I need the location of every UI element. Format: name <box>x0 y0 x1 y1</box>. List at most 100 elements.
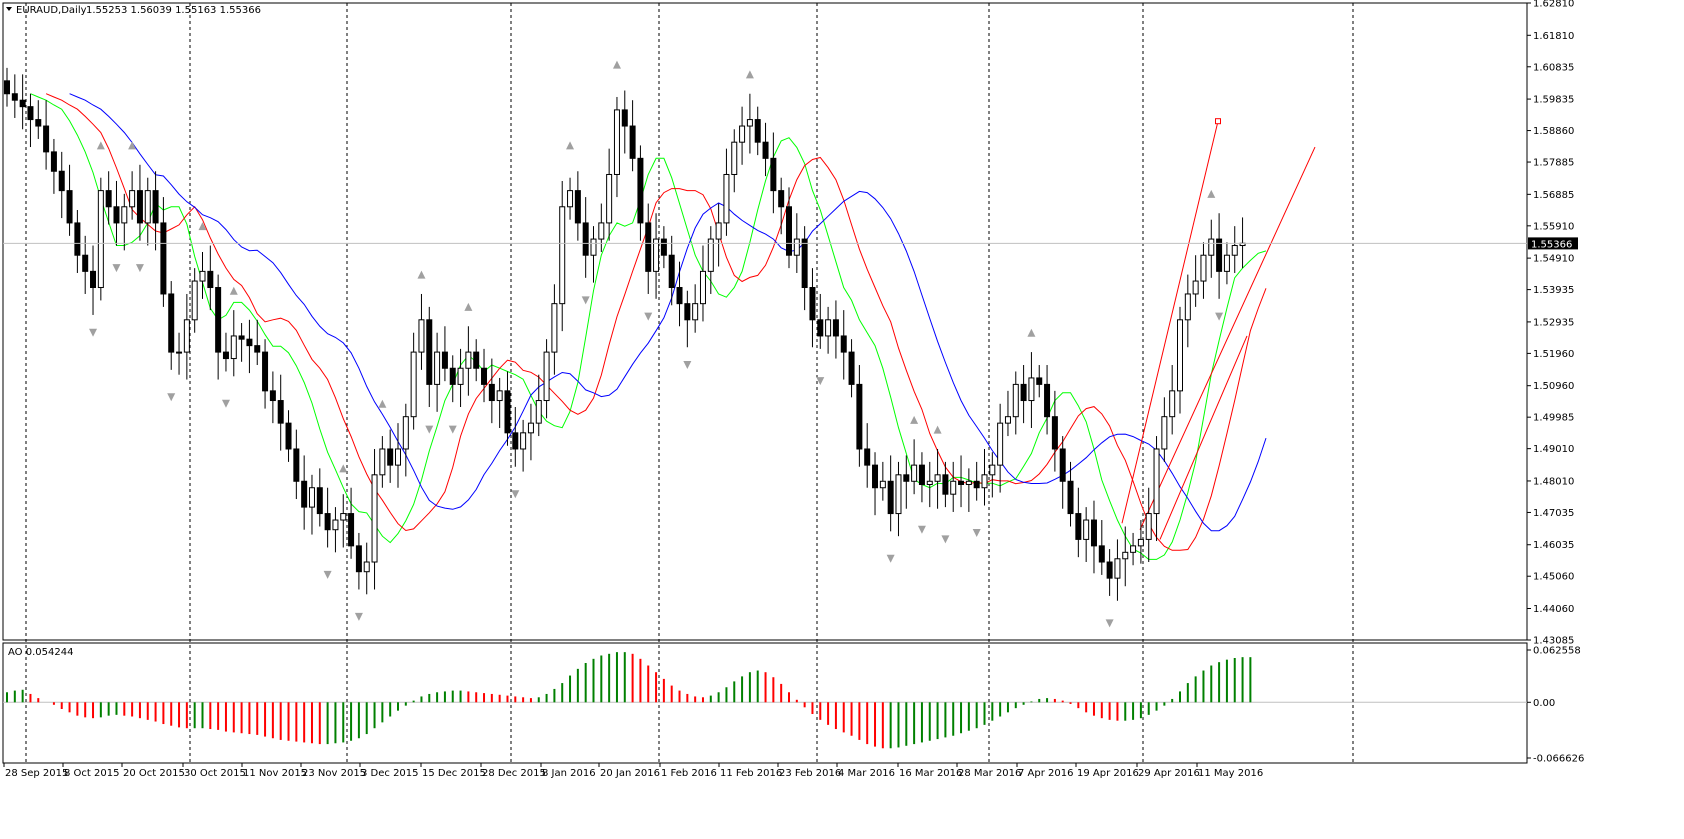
candle-body[interactable] <box>168 293 175 353</box>
candle-body[interactable] <box>308 487 315 508</box>
candle-body[interactable] <box>629 125 636 159</box>
candle-body[interactable] <box>316 487 323 515</box>
candle-body[interactable] <box>840 335 847 353</box>
candle-body[interactable] <box>856 383 863 450</box>
candle-body[interactable] <box>1208 238 1215 256</box>
candle-body[interactable] <box>1075 513 1082 540</box>
candle-body[interactable] <box>801 238 808 289</box>
candle-body[interactable] <box>222 351 229 360</box>
candle-body[interactable] <box>879 480 886 489</box>
candle-body[interactable] <box>379 448 386 476</box>
candle-body[interactable] <box>942 474 949 495</box>
candle-body[interactable] <box>277 400 284 424</box>
candle-body[interactable] <box>676 287 683 305</box>
candle-body[interactable] <box>1090 519 1097 547</box>
candle-body[interactable] <box>1216 238 1223 272</box>
candle-body[interactable] <box>958 480 965 486</box>
candle-body[interactable] <box>144 190 151 224</box>
candle-body[interactable] <box>543 351 550 402</box>
candle-body[interactable] <box>692 303 699 321</box>
candle-body[interactable] <box>113 206 120 224</box>
candle-body[interactable] <box>981 474 988 489</box>
candle-body[interactable] <box>1067 480 1074 515</box>
candle-body[interactable] <box>74 222 81 256</box>
candle-body[interactable] <box>653 238 660 272</box>
candle-body[interactable] <box>465 351 472 369</box>
candle-body[interactable] <box>1020 383 1027 402</box>
candle-body[interactable] <box>355 545 362 573</box>
candle-body[interactable] <box>35 119 42 127</box>
candle-body[interactable] <box>121 206 128 224</box>
candle-body[interactable] <box>1192 280 1199 295</box>
candle-body[interactable] <box>911 464 918 482</box>
candle-body[interactable] <box>1059 448 1066 482</box>
candle-body[interactable] <box>973 480 980 489</box>
candle-body[interactable] <box>715 222 722 240</box>
candle-body[interactable] <box>621 109 628 127</box>
candle-body[interactable] <box>246 338 253 347</box>
candle-body[interactable] <box>488 383 495 402</box>
candle-body[interactable] <box>1122 551 1129 560</box>
candle-body[interactable] <box>668 254 675 289</box>
candle-body[interactable] <box>50 151 57 172</box>
candle-body[interactable] <box>90 270 97 289</box>
candle-body[interactable] <box>152 190 159 224</box>
candle-body[interactable] <box>965 480 972 486</box>
candle-body[interactable] <box>473 351 480 369</box>
candle-body[interactable] <box>97 190 104 289</box>
candle-body[interactable] <box>997 422 1004 466</box>
candle-body[interactable] <box>285 422 292 450</box>
candle-body[interactable] <box>410 351 417 418</box>
candle-body[interactable] <box>11 93 18 101</box>
candle-body[interactable] <box>481 367 488 385</box>
candle-body[interactable] <box>1098 545 1105 563</box>
candle-body[interactable] <box>457 367 464 385</box>
candle-body[interactable] <box>363 561 370 573</box>
candle-body[interactable] <box>590 238 597 256</box>
candle-body[interactable] <box>872 464 879 489</box>
candle-body[interactable] <box>449 367 456 385</box>
candle-body[interactable] <box>1161 416 1168 450</box>
candle-body[interactable] <box>183 319 190 353</box>
candle-body[interactable] <box>567 190 574 208</box>
candle-body[interactable] <box>1130 545 1137 553</box>
candle-body[interactable] <box>418 319 425 353</box>
candle-body[interactable] <box>895 474 902 515</box>
candle-body[interactable] <box>207 270 214 289</box>
candle-body[interactable] <box>1044 383 1051 418</box>
candle-body[interactable] <box>520 432 527 450</box>
candle-body[interactable] <box>191 280 198 321</box>
candle-body[interactable] <box>262 351 269 392</box>
candle-body[interactable] <box>269 390 276 402</box>
candle-body[interactable] <box>746 119 753 127</box>
candle-body[interactable] <box>395 448 401 466</box>
candle-body[interactable] <box>1184 293 1191 321</box>
candle-body[interactable] <box>731 141 738 175</box>
candle-body[interactable] <box>934 474 941 482</box>
candle-body[interactable] <box>903 474 910 482</box>
candle-body[interactable] <box>598 222 605 240</box>
candle-body[interactable] <box>1036 377 1043 385</box>
candle-body[interactable] <box>43 125 50 153</box>
candle-body[interactable] <box>926 480 933 486</box>
candle-body[interactable] <box>645 222 652 272</box>
candle-body[interactable] <box>660 238 667 256</box>
candle-body[interactable] <box>136 190 143 224</box>
candle-body[interactable] <box>559 206 566 305</box>
candle-body[interactable] <box>535 400 542 424</box>
candle-body[interactable] <box>512 432 519 450</box>
candle-body[interactable] <box>1177 319 1183 392</box>
candle-body[interactable] <box>527 422 534 434</box>
candle-body[interactable] <box>324 513 331 531</box>
candle-body[interactable] <box>301 480 308 508</box>
candle-body[interactable] <box>551 303 558 353</box>
candle-body[interactable] <box>864 448 871 466</box>
candle-body[interactable] <box>27 106 34 121</box>
candle-body[interactable] <box>82 254 89 272</box>
candle-body[interactable] <box>293 448 300 482</box>
candle-body[interactable] <box>215 287 222 353</box>
candle-body[interactable] <box>348 513 355 547</box>
candle-body[interactable] <box>613 109 620 175</box>
candle-body[interactable] <box>19 99 26 108</box>
candle-body[interactable] <box>699 270 706 305</box>
